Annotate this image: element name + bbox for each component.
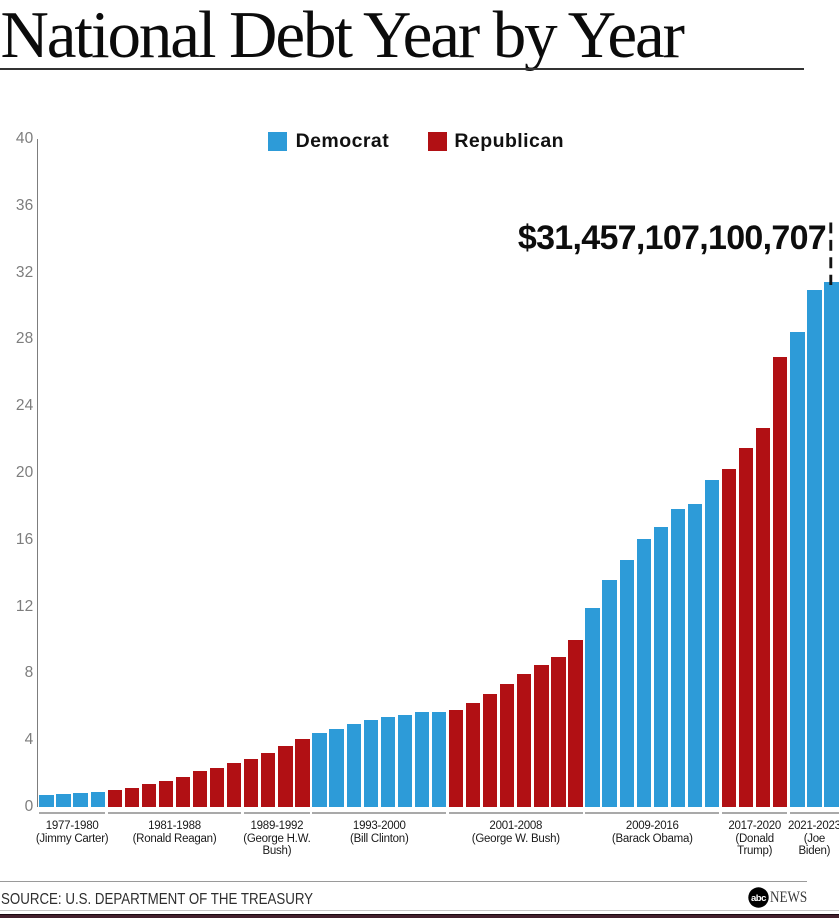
svg-text:abc: abc bbox=[750, 893, 766, 904]
